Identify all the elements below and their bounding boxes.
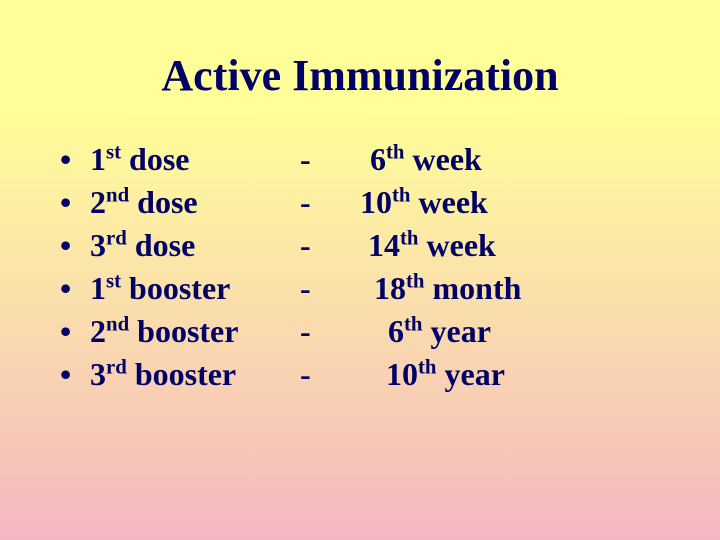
list-item: •3rd booster-10th year bbox=[60, 356, 660, 393]
list-item: •3rd dose-14th week bbox=[60, 227, 660, 264]
dose-ordinal: st bbox=[106, 269, 121, 292]
time-number: 10 bbox=[386, 356, 418, 392]
time-number: 6 bbox=[388, 313, 404, 349]
dose-label: 1st booster bbox=[90, 270, 300, 307]
time-ordinal: th bbox=[400, 226, 419, 249]
time-unit: week bbox=[405, 141, 482, 177]
time-number: 18 bbox=[374, 270, 406, 306]
dash-separator: - bbox=[300, 356, 350, 393]
bullet-icon: • bbox=[60, 270, 90, 307]
dose-word: dose bbox=[121, 141, 189, 177]
dash-separator: - bbox=[300, 227, 350, 264]
immunization-list: •1st dose-6th week•2nd dose-10th week•3r… bbox=[60, 141, 660, 393]
time-unit: year bbox=[437, 356, 505, 392]
dose-label: 3rd booster bbox=[90, 356, 300, 393]
list-item: •2nd booster-6th year bbox=[60, 313, 660, 350]
dose-number: 1 bbox=[90, 141, 106, 177]
slide-title: Active Immunization bbox=[60, 50, 660, 101]
dose-word: booster bbox=[127, 356, 236, 392]
list-item: •1st dose-6th week bbox=[60, 141, 660, 178]
bullet-icon: • bbox=[60, 313, 90, 350]
time-label: 6th year bbox=[350, 313, 660, 350]
time-ordinal: th bbox=[386, 140, 405, 163]
time-number: 10 bbox=[360, 184, 392, 220]
dose-number: 3 bbox=[90, 227, 106, 263]
dose-number: 1 bbox=[90, 270, 106, 306]
dose-word: dose bbox=[127, 227, 195, 263]
bullet-icon: • bbox=[60, 141, 90, 178]
time-label: 18th month bbox=[350, 270, 660, 307]
dose-label: 2nd booster bbox=[90, 313, 300, 350]
time-ordinal: th bbox=[406, 269, 425, 292]
dose-word: booster bbox=[129, 313, 238, 349]
dose-ordinal: rd bbox=[106, 355, 127, 378]
list-item: •2nd dose-10th week bbox=[60, 184, 660, 221]
list-item: •1st booster-18th month bbox=[60, 270, 660, 307]
time-label: 6th week bbox=[350, 141, 660, 178]
dose-ordinal: rd bbox=[106, 226, 127, 249]
time-label: 10th year bbox=[350, 356, 660, 393]
dash-separator: - bbox=[300, 184, 350, 221]
dash-separator: - bbox=[300, 313, 350, 350]
dose-number: 2 bbox=[90, 313, 106, 349]
time-ordinal: th bbox=[404, 312, 423, 335]
time-label: 10th week bbox=[350, 184, 660, 221]
bullet-icon: • bbox=[60, 184, 90, 221]
dose-ordinal: nd bbox=[106, 183, 129, 206]
time-ordinal: th bbox=[418, 355, 437, 378]
dose-number: 2 bbox=[90, 184, 106, 220]
time-unit: month bbox=[425, 270, 522, 306]
bullet-icon: • bbox=[60, 227, 90, 264]
time-unit: week bbox=[419, 227, 496, 263]
dose-word: dose bbox=[129, 184, 197, 220]
dash-separator: - bbox=[300, 141, 350, 178]
dose-label: 3rd dose bbox=[90, 227, 300, 264]
dose-word: booster bbox=[121, 270, 230, 306]
dose-label: 1st dose bbox=[90, 141, 300, 178]
dash-separator: - bbox=[300, 270, 350, 307]
dose-ordinal: nd bbox=[106, 312, 129, 335]
time-unit: year bbox=[423, 313, 491, 349]
time-unit: week bbox=[411, 184, 488, 220]
dose-number: 3 bbox=[90, 356, 106, 392]
time-ordinal: th bbox=[392, 183, 411, 206]
dose-label: 2nd dose bbox=[90, 184, 300, 221]
time-number: 6 bbox=[370, 141, 386, 177]
dose-ordinal: st bbox=[106, 140, 121, 163]
time-label: 14th week bbox=[350, 227, 660, 264]
bullet-icon: • bbox=[60, 356, 90, 393]
time-number: 14 bbox=[368, 227, 400, 263]
slide: Active Immunization •1st dose-6th week•2… bbox=[0, 0, 720, 540]
